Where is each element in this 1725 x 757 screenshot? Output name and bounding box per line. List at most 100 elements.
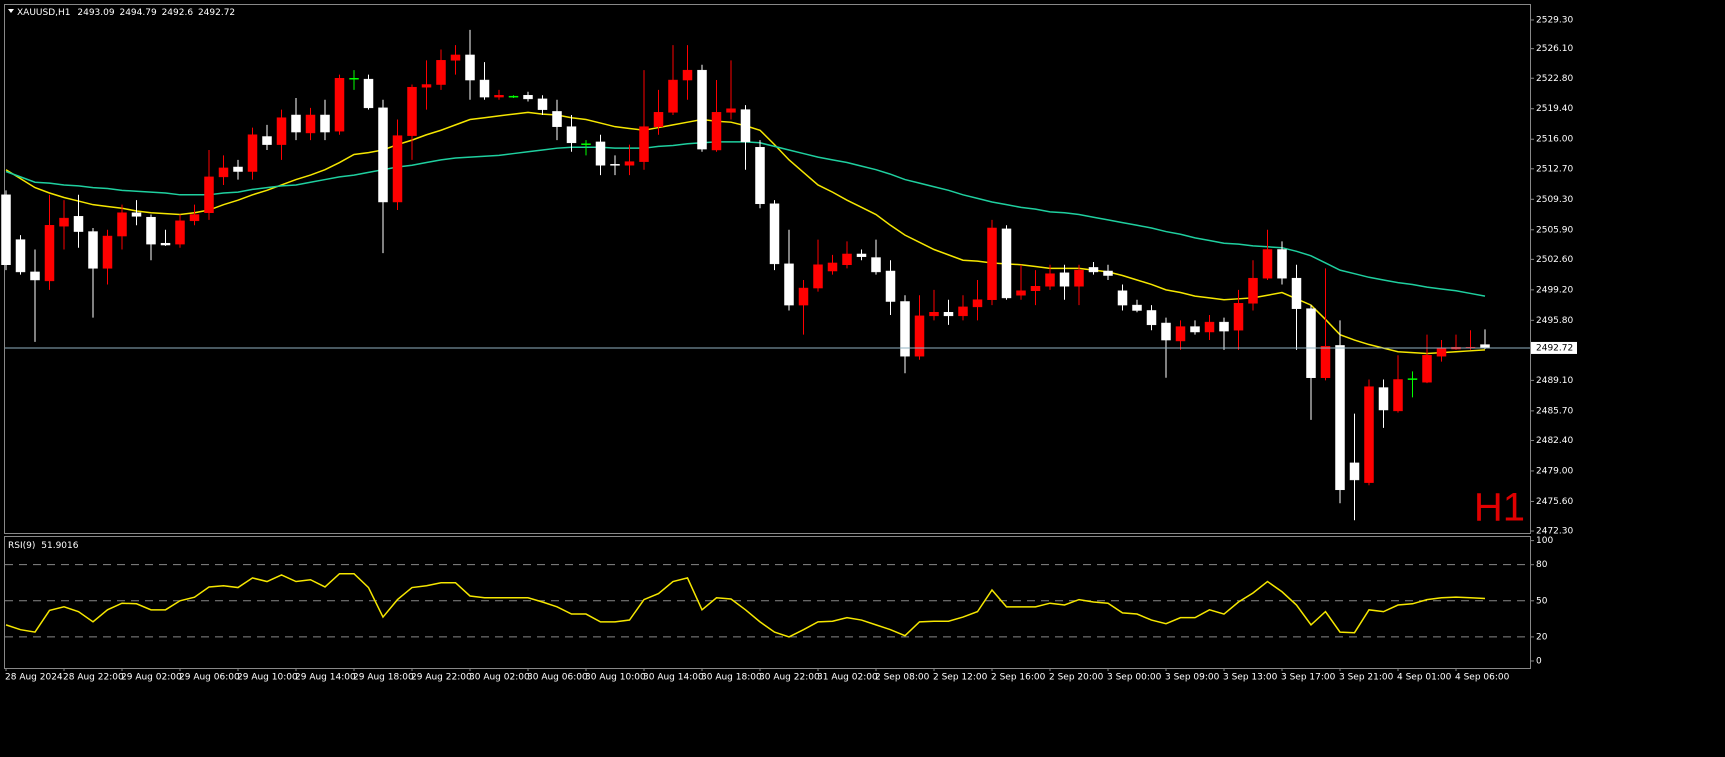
candle-body bbox=[682, 69, 693, 81]
candle-body bbox=[59, 217, 69, 227]
candle-body bbox=[421, 84, 432, 88]
candle-body bbox=[146, 216, 156, 245]
candle-body bbox=[320, 114, 330, 133]
candle-body bbox=[740, 109, 751, 143]
candle-body bbox=[1407, 378, 1418, 380]
candle-body bbox=[117, 212, 127, 237]
candle-body bbox=[1436, 347, 1447, 357]
candle-body bbox=[1248, 277, 1258, 304]
candle-body bbox=[523, 95, 533, 100]
candle-body bbox=[1146, 310, 1157, 326]
candle-body bbox=[189, 214, 200, 222]
candle-body bbox=[769, 203, 780, 265]
candle-body bbox=[610, 164, 620, 166]
candle-body bbox=[972, 299, 983, 308]
candle-body bbox=[233, 166, 243, 172]
x-tick-label: 29 Aug 22:00 bbox=[411, 673, 472, 683]
candle-body bbox=[885, 270, 896, 302]
candle-body bbox=[1059, 272, 1070, 287]
y-tick-label: 2516.00 bbox=[1536, 135, 1573, 145]
x-tick-label: 29 Aug 10:00 bbox=[237, 673, 298, 683]
y-tick-label: 2495.80 bbox=[1536, 316, 1573, 326]
y-tick-label: 2499.20 bbox=[1536, 285, 1573, 295]
rsi-tick-label: 50 bbox=[1536, 596, 1548, 606]
candle-body bbox=[1001, 228, 1012, 299]
y-tick-label: 2479.00 bbox=[1536, 466, 1573, 476]
rsi-tick-label: 100 bbox=[1536, 536, 1553, 546]
main-panel-frame bbox=[4, 4, 1531, 534]
y-tick-label: 2519.40 bbox=[1536, 104, 1573, 114]
y-tick-label: 2526.10 bbox=[1536, 44, 1573, 54]
y-tick-label: 2509.30 bbox=[1536, 195, 1573, 205]
candle-body bbox=[204, 176, 214, 213]
x-tick-label: 3 Sep 21:00 bbox=[1339, 673, 1394, 683]
candle-body bbox=[1103, 270, 1113, 276]
candle-body bbox=[1117, 290, 1128, 306]
header-close: 2492.72 bbox=[198, 8, 235, 18]
candle-body bbox=[30, 271, 40, 281]
x-tick-label: 29 Aug 06:00 bbox=[179, 673, 240, 683]
candle-body bbox=[1030, 286, 1041, 291]
candle-body bbox=[726, 108, 736, 113]
x-tick-label: 31 Aug 02:00 bbox=[817, 673, 878, 683]
x-tick-label: 2 Sep 20:00 bbox=[1049, 673, 1104, 683]
candle-body bbox=[1219, 321, 1229, 332]
x-tick-label: 2 Sep 08:00 bbox=[875, 673, 930, 683]
candle-body bbox=[595, 141, 606, 166]
x-tick-label: 29 Aug 14:00 bbox=[295, 673, 356, 683]
rsi-tick-label: 80 bbox=[1536, 560, 1548, 570]
candle-body bbox=[175, 220, 185, 245]
candle-body bbox=[465, 54, 475, 81]
x-tick-label: 3 Sep 09:00 bbox=[1165, 673, 1220, 683]
candle-body bbox=[798, 287, 809, 306]
candle-body bbox=[88, 231, 98, 269]
candle-body bbox=[943, 312, 954, 317]
chart-header: XAUUSD,H1 2493.09 2494.79 2492.6 2492.72 bbox=[17, 8, 235, 18]
current-price-label: 2492.72 bbox=[1536, 343, 1573, 353]
candle-body bbox=[1233, 303, 1244, 331]
candle-body bbox=[1132, 304, 1142, 311]
x-tick-label: 30 Aug 10:00 bbox=[585, 673, 646, 683]
candle-body bbox=[958, 306, 968, 317]
candle-body bbox=[436, 60, 446, 85]
x-tick-label: 29 Aug 18:00 bbox=[353, 673, 414, 683]
candle-body bbox=[291, 114, 301, 133]
y-tick-label: 2482.40 bbox=[1536, 436, 1573, 446]
menu-arrow[interactable] bbox=[8, 9, 14, 13]
candle-body bbox=[1088, 267, 1099, 273]
header-open: 2493.09 bbox=[77, 8, 114, 18]
candle-body bbox=[494, 95, 504, 98]
candle-body bbox=[392, 135, 403, 203]
x-tick-label: 28 Aug 22:00 bbox=[63, 673, 124, 683]
candle-body bbox=[914, 315, 925, 357]
x-tick-label: 3 Sep 13:00 bbox=[1223, 673, 1278, 683]
candle-body bbox=[1349, 462, 1360, 481]
candle-body bbox=[624, 161, 635, 166]
candle-body bbox=[1190, 326, 1200, 333]
x-tick-label: 30 Aug 18:00 bbox=[701, 673, 762, 683]
candle-body bbox=[247, 134, 258, 172]
y-tick-label: 2485.70 bbox=[1536, 406, 1573, 416]
candle-body bbox=[1045, 273, 1055, 287]
candle-body bbox=[1422, 355, 1432, 383]
timeframe-label: H1 bbox=[1474, 486, 1525, 530]
candle-body bbox=[856, 253, 867, 257]
candle-body bbox=[334, 78, 345, 132]
candle-body bbox=[639, 126, 649, 162]
candle-body bbox=[1335, 345, 1345, 491]
x-tick-label: 2 Sep 16:00 bbox=[991, 673, 1046, 683]
y-tick-label: 2475.60 bbox=[1536, 497, 1573, 507]
header-low: 2492.6 bbox=[162, 8, 194, 18]
candle-body bbox=[102, 235, 113, 269]
candle-body bbox=[711, 112, 722, 151]
candle-body bbox=[1277, 249, 1287, 279]
candle-body bbox=[131, 212, 142, 217]
x-tick-label: 30 Aug 22:00 bbox=[759, 673, 820, 683]
y-tick-label: 2505.90 bbox=[1536, 225, 1573, 235]
x-tick-label: 30 Aug 14:00 bbox=[643, 673, 704, 683]
candle-body bbox=[479, 79, 490, 98]
candle-body bbox=[1378, 387, 1389, 411]
candle-body bbox=[276, 117, 287, 145]
